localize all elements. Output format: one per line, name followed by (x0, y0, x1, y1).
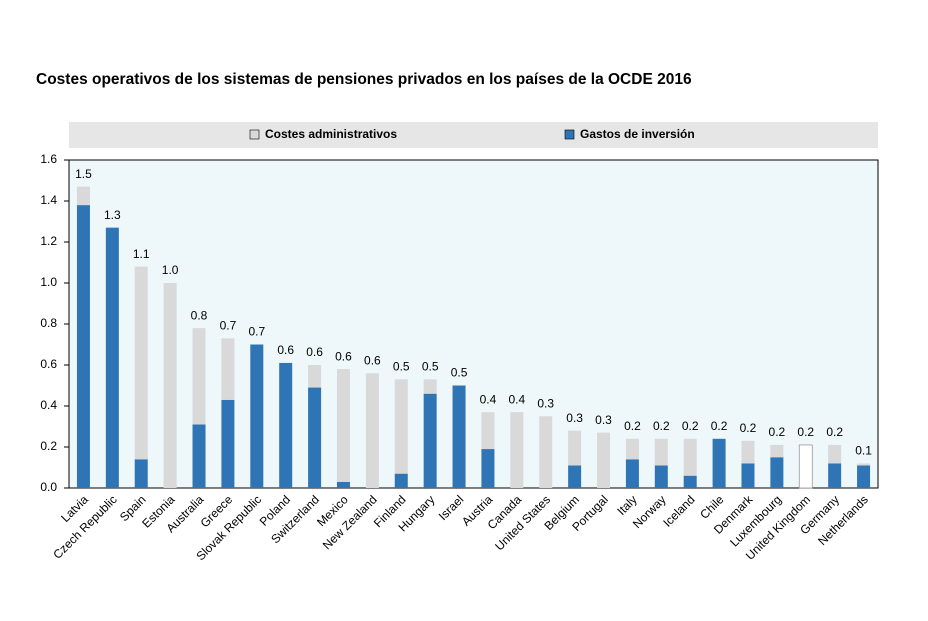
bar-segment (857, 465, 871, 488)
bar-segment (279, 362, 293, 488)
total-label: 0.3 (537, 396, 554, 410)
total-label: 0.2 (797, 425, 814, 439)
bar-segment (683, 438, 697, 476)
total-label: 1.1 (133, 247, 150, 261)
plot-area (68, 159, 879, 489)
total-label: 0.6 (335, 349, 352, 363)
bar-segment (134, 459, 148, 488)
bar-segment (510, 412, 524, 488)
bar-segment (336, 369, 350, 482)
bar-segment (221, 399, 235, 488)
y-tick-label: 0.8 (40, 316, 57, 330)
bar-segment (163, 283, 177, 488)
y-tick-label: 1.2 (40, 234, 57, 248)
bar-segment (336, 481, 350, 488)
total-label: 0.7 (248, 325, 265, 339)
legend-label: Costes administrativos (265, 127, 397, 141)
legend-swatch (564, 129, 575, 140)
bar-segment (683, 475, 697, 488)
total-label: 0.5 (451, 366, 468, 380)
total-label: 0.2 (740, 421, 757, 435)
total-label: 0.2 (653, 419, 670, 433)
bar-segment (568, 465, 582, 488)
bar-segment (192, 328, 206, 425)
bar-segment (625, 459, 639, 488)
bar-segment (654, 438, 668, 466)
total-label: 0.5 (422, 360, 439, 374)
total-label: 0.2 (711, 419, 728, 433)
bar-segment (857, 463, 871, 466)
bar-segment (741, 463, 755, 488)
bar-segment (394, 379, 408, 474)
bar-segment (539, 416, 553, 488)
bar-segment (423, 393, 437, 488)
bar-segment (192, 424, 206, 488)
total-label: 0.3 (595, 413, 612, 427)
y-tick-label: 0.0 (40, 480, 57, 494)
bar-segment (741, 440, 755, 464)
legend-label: Gastos de inversión (580, 127, 695, 141)
total-label: 0.2 (682, 419, 699, 433)
total-label: 0.1 (855, 444, 872, 458)
y-tick-label: 1.4 (40, 193, 57, 207)
x-tick-label: Norway (630, 492, 669, 531)
total-label: 0.4 (480, 392, 497, 406)
bar-segment (105, 227, 119, 488)
legend-swatch (249, 129, 260, 140)
total-label: 0.5 (393, 360, 410, 374)
bar-segment (394, 473, 408, 488)
x-tick-label: Iceland (660, 492, 697, 529)
total-label: 0.2 (826, 425, 843, 439)
bar-segment (712, 438, 726, 488)
bar-segment (76, 205, 90, 488)
total-label: 0.2 (769, 425, 786, 439)
total-label: 1.5 (75, 167, 92, 181)
total-label: 0.6 (277, 343, 294, 357)
bar-segment (568, 430, 582, 466)
bar-segment (625, 438, 639, 460)
total-label: 1.0 (162, 263, 179, 277)
bar-segment (308, 387, 322, 488)
y-tick-label: 0.4 (40, 398, 57, 412)
bar-segment (365, 373, 379, 488)
bar-segment (828, 444, 842, 464)
bar-segment (654, 465, 668, 488)
y-tick-label: 0.2 (40, 439, 57, 453)
legend-box (69, 122, 878, 148)
total-label: 0.6 (306, 345, 323, 359)
bar-segment (452, 385, 466, 488)
bar-segment (221, 338, 235, 400)
bar-segment (828, 463, 842, 488)
bar-segment (770, 457, 784, 488)
total-label: 1.3 (104, 208, 121, 222)
y-tick-label: 1.0 (40, 275, 57, 289)
total-label: 0.4 (508, 392, 525, 406)
total-label: 0.2 (624, 419, 641, 433)
bar-segment (798, 444, 813, 489)
total-label: 0.6 (364, 353, 381, 367)
total-label: 0.7 (220, 319, 237, 333)
bar-segment (250, 344, 264, 488)
bar-segment (770, 444, 784, 458)
y-tick-label: 1.6 (40, 152, 57, 166)
bar-segment (134, 266, 148, 460)
bar-segment (481, 412, 495, 450)
total-label: 0.8 (191, 308, 208, 322)
bar-segment (597, 432, 611, 488)
bar-segment (423, 379, 437, 394)
bar-segment (76, 186, 90, 206)
total-label: 0.3 (566, 411, 583, 425)
bar-segment (481, 449, 495, 488)
y-tick-label: 0.6 (40, 357, 57, 371)
bar-segment (308, 365, 322, 388)
chart-title: Costes operativos de los sistemas de pen… (36, 71, 692, 88)
